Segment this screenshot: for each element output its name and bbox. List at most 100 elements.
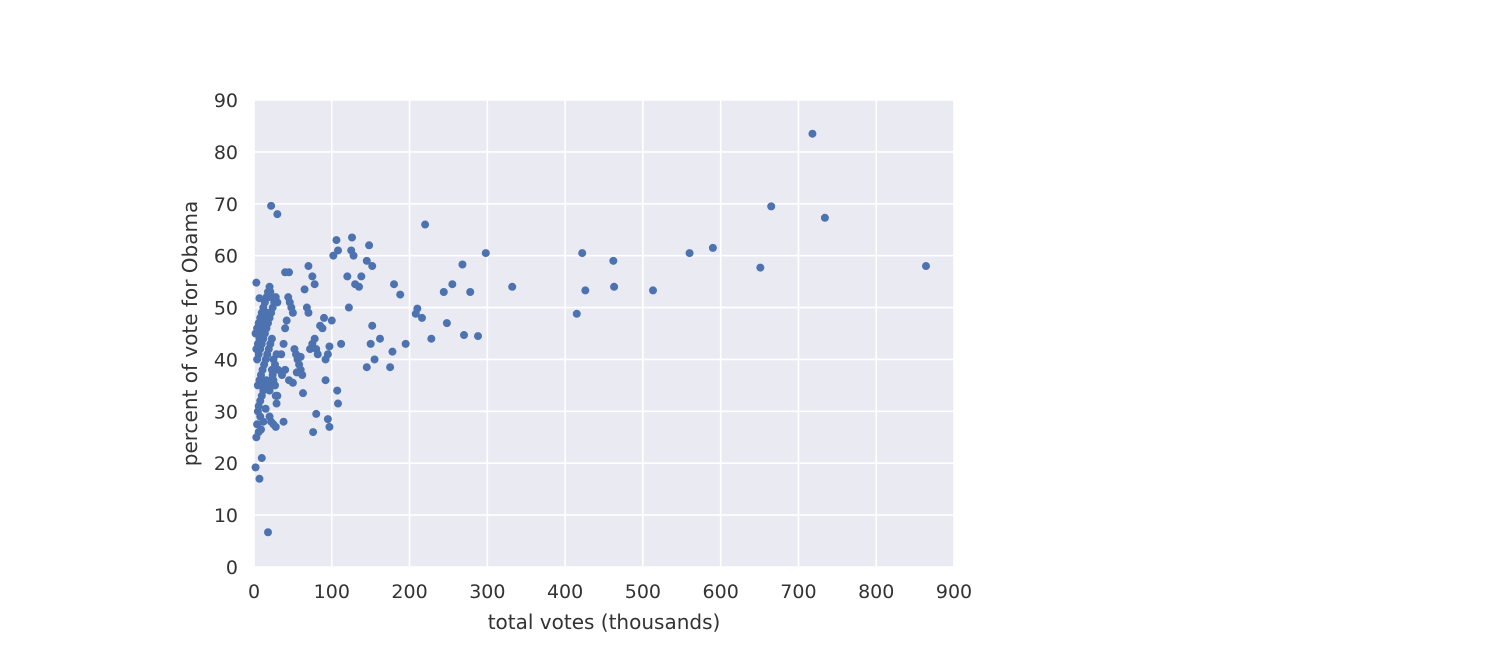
x-tick-label: 600 [703,581,739,603]
y-tick-label: 20 [214,453,238,475]
data-point [390,280,398,289]
data-point [271,381,279,390]
x-tick-label: 0 [248,581,260,603]
data-point [304,308,313,317]
data-point [279,417,288,426]
x-tick-label: 300 [469,581,505,603]
data-point [348,233,356,242]
data-point [279,339,288,348]
data-point [685,249,694,258]
data-point [309,428,318,437]
data-point [808,129,817,138]
data-point [325,342,334,351]
data-point [325,422,334,431]
data-point [460,331,468,340]
y-tick-label: 50 [214,298,238,320]
y-tick-label: 70 [214,194,238,216]
y-tick-label: 80 [214,142,238,164]
data-point [308,272,317,281]
data-point [323,350,332,359]
data-point [610,282,619,291]
data-point [508,282,517,291]
plot-area [254,100,954,567]
data-point [427,334,436,343]
x-tick-label: 900 [936,581,972,603]
data-point [370,355,379,364]
data-point [368,321,377,330]
data-point [304,262,313,271]
data-point [273,391,282,400]
data-point [320,313,328,322]
y-tick-label: 30 [214,401,238,423]
data-point [329,251,338,260]
data-point [388,347,397,356]
data-point [255,294,264,303]
data-point [820,213,829,222]
data-point [401,339,410,348]
data-point [281,324,290,333]
data-point [333,386,342,395]
x-tick-label: 200 [391,581,427,603]
data-point [357,272,366,281]
data-points [251,129,930,537]
y-axis-label: percent of vote for Obama [178,201,202,466]
data-point [362,363,371,372]
data-point [252,278,261,287]
x-tick-label: 100 [314,581,350,603]
data-point [366,339,375,348]
data-point [310,280,319,289]
data-point [365,241,374,250]
data-point [282,316,291,325]
y-tick-label: 10 [214,505,238,527]
x-tick-label: 700 [780,581,816,603]
data-point [448,280,457,289]
data-point [362,256,371,265]
data-point [271,422,280,431]
data-point [343,272,352,281]
y-tick-label: 60 [214,246,238,268]
data-point [421,220,430,229]
data-point [265,386,274,395]
data-point [458,260,467,269]
data-point [481,249,490,258]
data-point [264,528,272,537]
data-point [253,420,262,429]
data-point [267,201,276,210]
data-point [259,417,268,426]
data-point [368,262,377,271]
data-point [273,298,282,307]
data-point [265,282,274,291]
data-point [257,454,266,463]
data-point [313,350,322,359]
data-point [609,256,618,265]
data-point [318,324,327,333]
data-point [292,368,301,377]
y-tick-label: 0 [226,557,238,579]
x-axis-label: total votes (thousands) [488,610,721,634]
data-point [756,263,765,272]
data-point [355,282,363,291]
data-point [327,316,336,325]
data-point [334,246,342,255]
data-point [442,319,451,328]
data-point [337,339,346,348]
data-point [261,404,270,413]
data-point [300,285,309,294]
data-point [310,334,319,343]
data-point [296,352,305,361]
gridlines [253,99,955,568]
y-tick-labels: 0 10 20 30 40 50 60 70 80 90 [214,90,238,579]
data-point [418,313,426,322]
x-tick-labels: 0 100 200 300 400 500 600 700 800 900 [248,581,972,603]
data-point [323,415,332,424]
data-point [312,409,321,418]
data-point [299,389,307,398]
data-point [708,243,717,252]
data-point [251,463,260,472]
data-point [581,286,590,295]
x-tick-label: 400 [547,581,583,603]
data-point [332,236,341,245]
data-point [376,334,384,343]
data-point [272,399,281,408]
data-point [578,249,587,258]
